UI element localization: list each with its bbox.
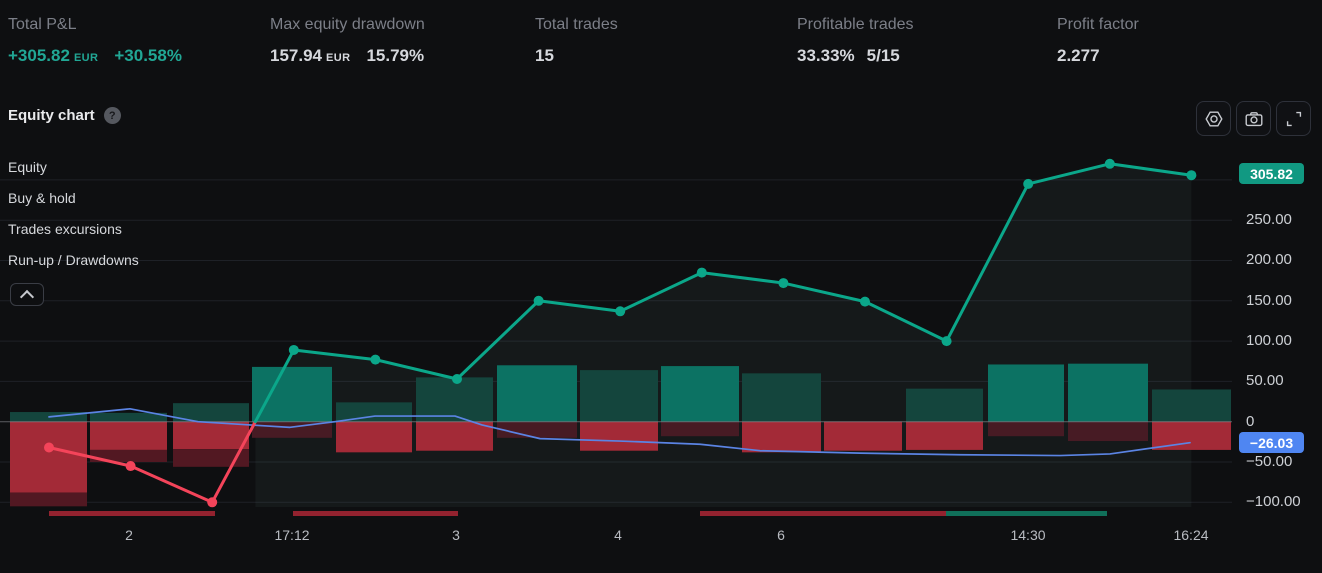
x-axis-label: 17:12 bbox=[274, 527, 310, 543]
stat-currency: EUR bbox=[326, 52, 351, 64]
stat-currency: EUR bbox=[73, 52, 99, 64]
stat-value: 33.33% 5/15 bbox=[797, 46, 914, 66]
x-axis-label: 4 bbox=[614, 527, 622, 543]
stat-amount: 15 bbox=[535, 46, 554, 65]
stat-profit-factor: Profit factor 2.277 bbox=[1057, 16, 1139, 66]
stat-profitable-trades: Profitable trades 33.33% 5/15 bbox=[797, 16, 914, 66]
maximize-button[interactable] bbox=[1276, 101, 1311, 136]
collapse-legend-button[interactable] bbox=[10, 283, 44, 306]
stat-value: +305.82 EUR +30.58% bbox=[8, 46, 182, 66]
x-axis-label: 16:24 bbox=[1173, 527, 1209, 543]
stat-value: 2.277 bbox=[1057, 46, 1139, 66]
stat-label: Profitable trades bbox=[797, 16, 914, 33]
stat-total-pnl: Total P&L +305.82 EUR +30.58% bbox=[8, 16, 182, 66]
stat-amount: +305.82 bbox=[8, 46, 70, 65]
x-axis-label: 14:30 bbox=[1010, 527, 1046, 543]
page-title: Equity chart bbox=[8, 107, 95, 124]
y-axis-label: 0 bbox=[1246, 413, 1255, 430]
x-axis-label: 2 bbox=[125, 527, 133, 543]
x-axis-label: 3 bbox=[452, 527, 460, 543]
stat-value: 157.94 EUR 15.79% bbox=[270, 46, 425, 66]
legend-item-buy-hold[interactable]: Buy & hold bbox=[8, 190, 76, 206]
x-axis-label: 6 bbox=[777, 527, 785, 543]
y-axis-label: 100.00 bbox=[1246, 332, 1292, 349]
snapshot-button[interactable] bbox=[1236, 101, 1271, 136]
stat-amount: 33.33% bbox=[797, 46, 855, 65]
chart-header: Equity chart ? bbox=[8, 107, 121, 124]
settings-button[interactable] bbox=[1196, 101, 1231, 136]
chevron-up-icon bbox=[19, 289, 35, 304]
stat-total-trades: Total trades 15 bbox=[535, 16, 618, 66]
fullscreen-icon bbox=[1286, 111, 1301, 126]
y-axis-label: −100.00 bbox=[1246, 493, 1301, 510]
stat-label: Total P&L bbox=[8, 16, 77, 33]
y-axis-label: 250.00 bbox=[1246, 211, 1292, 228]
gear-icon bbox=[1204, 111, 1223, 126]
y-axis-label: 50.00 bbox=[1246, 372, 1284, 389]
stat-value: 15 bbox=[535, 46, 618, 66]
y-axis-label: −50.00 bbox=[1246, 453, 1293, 470]
y-axis-label: 200.00 bbox=[1246, 251, 1292, 268]
stat-label: Total trades bbox=[535, 16, 618, 33]
stat-label: Profit factor bbox=[1057, 16, 1139, 33]
stat-amount: 2.277 bbox=[1057, 46, 1100, 65]
buy-hold-value-badge: −26.03 bbox=[1239, 432, 1304, 453]
stat-ratio: 5/15 bbox=[866, 46, 900, 65]
help-icon[interactable]: ? bbox=[103, 107, 121, 124]
legend-item-trades-excursions[interactable]: Trades excursions bbox=[8, 221, 122, 237]
legend-item-runup-drawdowns[interactable]: Run-up / Drawdowns bbox=[8, 252, 139, 268]
stat-max-drawdown: Max equity drawdown 157.94 EUR 15.79% bbox=[270, 16, 425, 66]
equity-value-badge: 305.82 bbox=[1239, 163, 1304, 184]
stat-label: Max equity drawdown bbox=[270, 16, 425, 33]
stat-percent: 15.79% bbox=[366, 46, 425, 65]
stat-amount: 157.94 bbox=[270, 46, 322, 65]
stat-percent: +30.58% bbox=[114, 46, 182, 65]
y-axis-label: 150.00 bbox=[1246, 292, 1292, 309]
camera-icon bbox=[1245, 111, 1262, 126]
legend-item-equity[interactable]: Equity bbox=[8, 159, 47, 175]
